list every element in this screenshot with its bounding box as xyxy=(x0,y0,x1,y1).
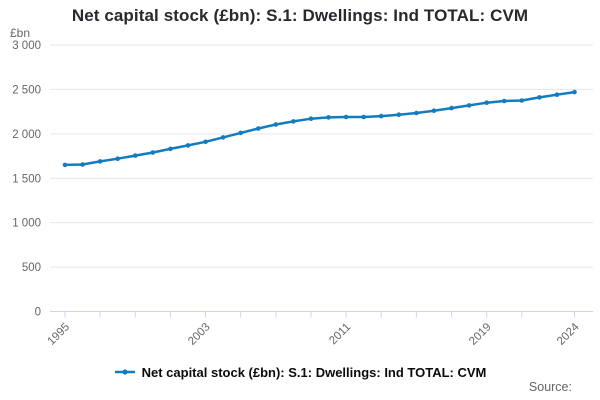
data-point[interactable] xyxy=(414,110,419,116)
data-point[interactable] xyxy=(308,116,314,121)
data-point[interactable] xyxy=(537,95,542,100)
data-point[interactable] xyxy=(80,162,85,167)
data-point[interactable] xyxy=(203,139,208,145)
x-axis-labels: 1995 2003 2011 2019 2024 xyxy=(46,321,583,348)
data-point[interactable] xyxy=(343,114,349,120)
data-point[interactable] xyxy=(62,162,68,168)
data-point[interactable] xyxy=(220,135,226,140)
svg-text:2003: 2003 xyxy=(186,321,213,348)
svg-text:2019: 2019 xyxy=(467,321,494,348)
data-point[interactable] xyxy=(150,150,156,155)
data-point[interactable] xyxy=(168,146,173,152)
data-point[interactable] xyxy=(484,100,490,105)
svg-text:500: 500 xyxy=(22,262,41,274)
svg-text:1 000: 1 000 xyxy=(12,218,41,230)
data-point[interactable] xyxy=(431,108,437,113)
series-line[interactable] xyxy=(63,90,576,167)
data-point[interactable] xyxy=(255,126,261,131)
y-axis-labels: 0 500 1 000 1 500 2 000 2 500 3 000 xyxy=(12,40,41,319)
series-points[interactable] xyxy=(62,89,577,168)
legend-label: Net capital stock (£bn): S.1: Dwellings:… xyxy=(141,364,487,380)
data-point[interactable] xyxy=(133,153,138,158)
data-point[interactable] xyxy=(273,122,279,127)
data-point[interactable] xyxy=(97,159,103,164)
y-gridlines xyxy=(50,44,593,312)
svg-text:1 500: 1 500 xyxy=(12,173,41,185)
chart-title: Net capital stock (£bn): S.1: Dwellings:… xyxy=(71,6,529,25)
data-point[interactable] xyxy=(361,114,367,120)
data-point[interactable] xyxy=(185,143,191,148)
svg-text:1995: 1995 xyxy=(46,321,73,348)
data-point[interactable] xyxy=(501,98,507,104)
svg-text:2024: 2024 xyxy=(555,321,582,348)
legend-item[interactable]: Net capital stock (£bn): S.1: Dwellings:… xyxy=(0,363,600,381)
data-point[interactable] xyxy=(326,115,331,120)
y-axis-unit-label: £bn xyxy=(10,26,31,40)
svg-text:2 500: 2 500 xyxy=(12,84,41,96)
x-axis-ticks xyxy=(64,311,576,318)
data-point[interactable] xyxy=(466,103,472,108)
data-point[interactable] xyxy=(449,105,454,111)
data-point[interactable] xyxy=(396,112,402,117)
data-point[interactable] xyxy=(115,156,120,161)
svg-text:2011: 2011 xyxy=(327,321,353,347)
data-point[interactable] xyxy=(572,89,577,95)
legend-line-marker-icon xyxy=(114,369,135,375)
svg-text:3 000: 3 000 xyxy=(12,40,41,52)
data-point[interactable] xyxy=(291,119,296,124)
plot-area: 0 500 1 000 1 500 2 000 2 500 3 000 1995 2003 201… xyxy=(12,40,593,348)
data-point[interactable] xyxy=(378,113,384,119)
source-label: Source: xyxy=(528,380,572,394)
svg-text:0: 0 xyxy=(35,307,41,319)
data-point[interactable] xyxy=(554,92,560,97)
data-point[interactable] xyxy=(519,98,525,103)
data-point[interactable] xyxy=(238,130,243,136)
svg-text:2 000: 2 000 xyxy=(12,129,41,141)
